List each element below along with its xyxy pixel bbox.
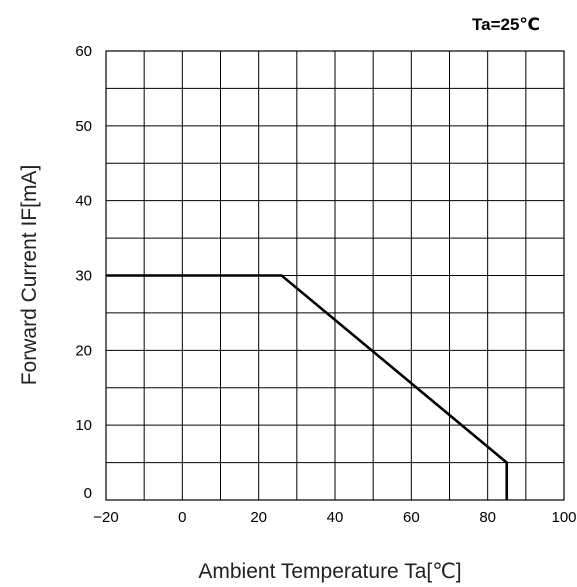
series-layer <box>106 274 509 500</box>
x-axis-title: Ambient Temperature Ta[℃] <box>198 560 461 583</box>
x-tick-label: 20 <box>250 509 267 526</box>
grid-lines <box>106 51 564 500</box>
x-tick-label: 80 <box>479 509 496 526</box>
condition-annotation: Ta=25℃ <box>472 15 540 34</box>
y-tick-label: 40 <box>75 193 92 210</box>
y-tick-label: 30 <box>75 268 92 285</box>
y-tick-labels: 0 10 20 30 40 50 60 <box>75 43 92 502</box>
y-tick-label: 60 <box>75 43 92 60</box>
x-tick-label: 60 <box>403 509 420 526</box>
y-tick-label: 50 <box>75 118 92 135</box>
x-tick-label: 40 <box>327 509 344 526</box>
y-tick-label: 20 <box>75 342 92 359</box>
derating-curve <box>106 274 509 500</box>
x-tick-label: 0 <box>178 509 186 526</box>
x-tick-labels: −20 0 20 40 60 80 100 <box>93 509 576 526</box>
y-tick-label: 0 <box>84 485 92 502</box>
y-tick-label: 10 <box>75 417 92 434</box>
x-tick-label: 100 <box>551 509 576 526</box>
y-axis-title: Forward Current IF[mA] <box>18 165 41 386</box>
x-tick-label: −20 <box>93 509 118 526</box>
